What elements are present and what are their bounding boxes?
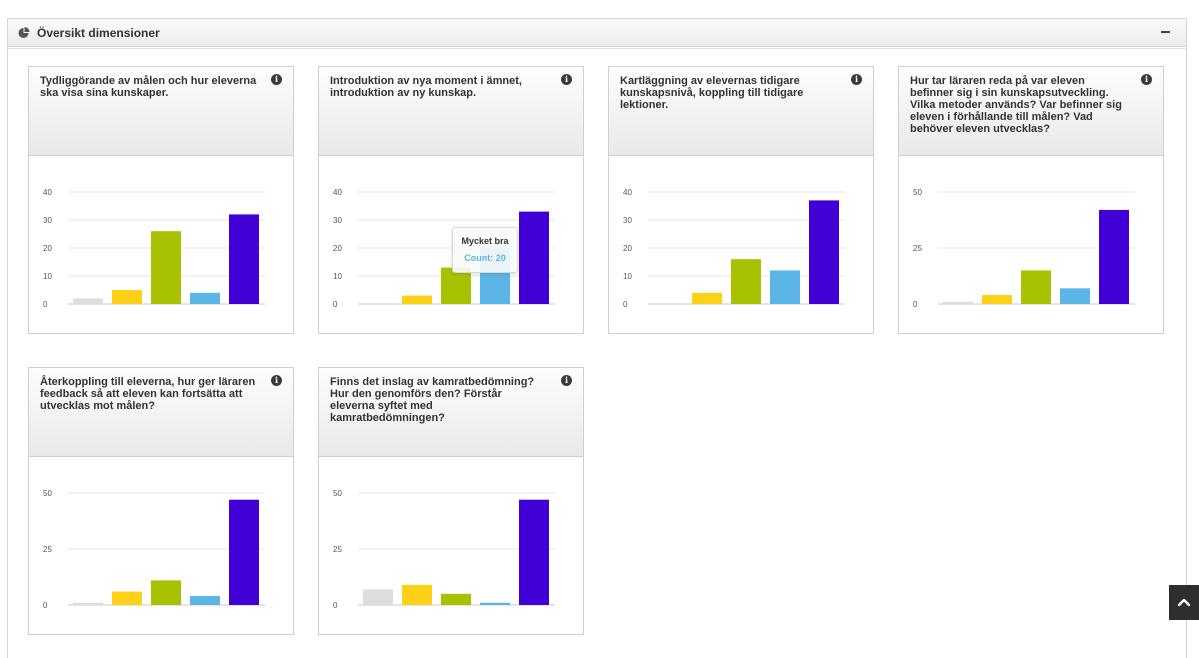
bar[interactable] [363, 589, 393, 605]
bar[interactable] [190, 292, 220, 304]
y-tick-label: 40 [43, 188, 52, 197]
chart-card-header: Introduktion av nya moment i ämnet, intr… [319, 67, 583, 156]
bar[interactable] [112, 591, 142, 605]
panel-title: Översikt dimensioner [37, 26, 160, 40]
bar[interactable] [73, 298, 103, 304]
bar[interactable] [402, 295, 432, 304]
bar[interactable] [73, 602, 103, 605]
y-tick-label: 0 [623, 300, 628, 309]
y-tick-label: 50 [43, 489, 52, 498]
collapse-minus-icon[interactable] [1161, 31, 1170, 33]
info-icon[interactable]: i [1141, 74, 1152, 85]
tooltip-label: Mycket bra [461, 236, 509, 246]
y-tick-label: 10 [623, 272, 632, 281]
bar[interactable] [151, 231, 181, 304]
bar[interactable] [480, 602, 510, 605]
y-tick-label: 50 [333, 489, 342, 498]
y-tick-label: 30 [333, 216, 342, 225]
y-tick-label: 20 [333, 244, 342, 253]
chart-card-header: Finns det inslag av kamratbedömning? Hur… [319, 368, 583, 457]
chart-title: Hur tar läraren reda på var eleven befin… [910, 75, 1122, 135]
bar[interactable] [1060, 288, 1090, 304]
chart-card: Återkoppling till eleverna, hur ger lära… [28, 367, 294, 635]
chart-title: Tydliggörande av målen och hur eleverna … [40, 75, 257, 99]
y-tick-label: 0 [913, 300, 918, 309]
pie-chart-icon [18, 27, 30, 38]
y-tick-label: 50 [913, 188, 922, 197]
bar-chart: 0 25 50 [333, 489, 555, 610]
y-tick-label: 25 [913, 244, 922, 253]
bar[interactable] [982, 295, 1012, 304]
chart-card: Finns det inslag av kamratbedömning? Hur… [318, 367, 584, 635]
y-tick-label: 30 [43, 216, 52, 225]
y-tick-label: 40 [623, 188, 632, 197]
bar[interactable] [770, 270, 800, 304]
y-tick-label: 30 [623, 216, 632, 225]
y-tick-label: 10 [43, 272, 52, 281]
bar[interactable] [229, 214, 259, 304]
bar[interactable] [441, 593, 471, 605]
info-icon[interactable]: i [561, 375, 572, 386]
bar[interactable] [151, 580, 181, 605]
bar[interactable] [1021, 270, 1051, 304]
chevron-up-icon [1177, 598, 1191, 607]
scroll-to-top-button[interactable] [1169, 585, 1199, 620]
chart-tooltip: Mycket bra Count: 20 [452, 227, 518, 273]
y-tick-label: 20 [623, 244, 632, 253]
chart-card-header: Tydliggörande av målen och hur eleverna … [29, 67, 293, 156]
y-tick-label: 0 [333, 601, 338, 610]
y-tick-label: 25 [43, 545, 52, 554]
panel-body [8, 48, 1186, 658]
chart-title: Finns det inslag av kamratbedömning? Hur… [330, 376, 535, 424]
y-tick-label: 0 [43, 300, 48, 309]
info-icon[interactable]: i [271, 375, 282, 386]
y-tick-label: 25 [333, 545, 342, 554]
bar[interactable] [809, 200, 839, 304]
chart-card-header: Hur tar läraren reda på var eleven befin… [899, 67, 1163, 156]
chart-card: Tydliggörande av målen och hur eleverna … [28, 66, 294, 334]
y-tick-label: 10 [333, 272, 342, 281]
bar[interactable] [402, 584, 432, 605]
bar-chart: 0 25 50 [43, 489, 265, 610]
bar-chart: 0 10 20 30 40 [43, 188, 265, 309]
bar[interactable] [112, 290, 142, 304]
bar[interactable] [1099, 209, 1129, 304]
tooltip-count: Count: 20 [464, 253, 506, 263]
info-icon[interactable]: i [851, 74, 862, 85]
bar-chart: 0 25 50 [913, 188, 1135, 309]
y-tick-label: 40 [333, 188, 342, 197]
y-tick-label: 20 [43, 244, 52, 253]
chart-card-header: Kartläggning av elevernas tidigare kunsk… [609, 67, 873, 156]
info-icon[interactable]: i [271, 74, 282, 85]
chart-title: Kartläggning av elevernas tidigare kunsk… [620, 75, 804, 111]
bar[interactable] [943, 301, 973, 304]
bar[interactable] [441, 267, 471, 304]
chart-card-header: Återkoppling till eleverna, hur ger lära… [29, 368, 293, 457]
bar[interactable] [519, 211, 549, 304]
bar[interactable] [190, 596, 220, 605]
chart-card: Kartläggning av elevernas tidigare kunsk… [608, 66, 874, 334]
bar-chart: 0 10 20 30 40 [623, 188, 845, 309]
bar[interactable] [519, 499, 549, 605]
bar-chart: 0 10 20 30 40 [333, 188, 555, 309]
chart-card: Hur tar läraren reda på var eleven befin… [898, 66, 1164, 334]
bar[interactable] [229, 499, 259, 605]
y-tick-label: 0 [43, 601, 48, 610]
y-tick-label: 0 [333, 300, 338, 309]
bar[interactable] [731, 259, 761, 304]
chart-title: Återkoppling till eleverna, hur ger lära… [40, 376, 256, 412]
bar[interactable] [692, 292, 722, 304]
panel-header[interactable]: Översikt dimensioner [8, 19, 1186, 47]
info-icon[interactable]: i [561, 74, 572, 85]
chart-card: Introduktion av nya moment i ämnet, intr… [318, 66, 584, 334]
chart-title: Introduktion av nya moment i ämnet, intr… [330, 75, 522, 99]
